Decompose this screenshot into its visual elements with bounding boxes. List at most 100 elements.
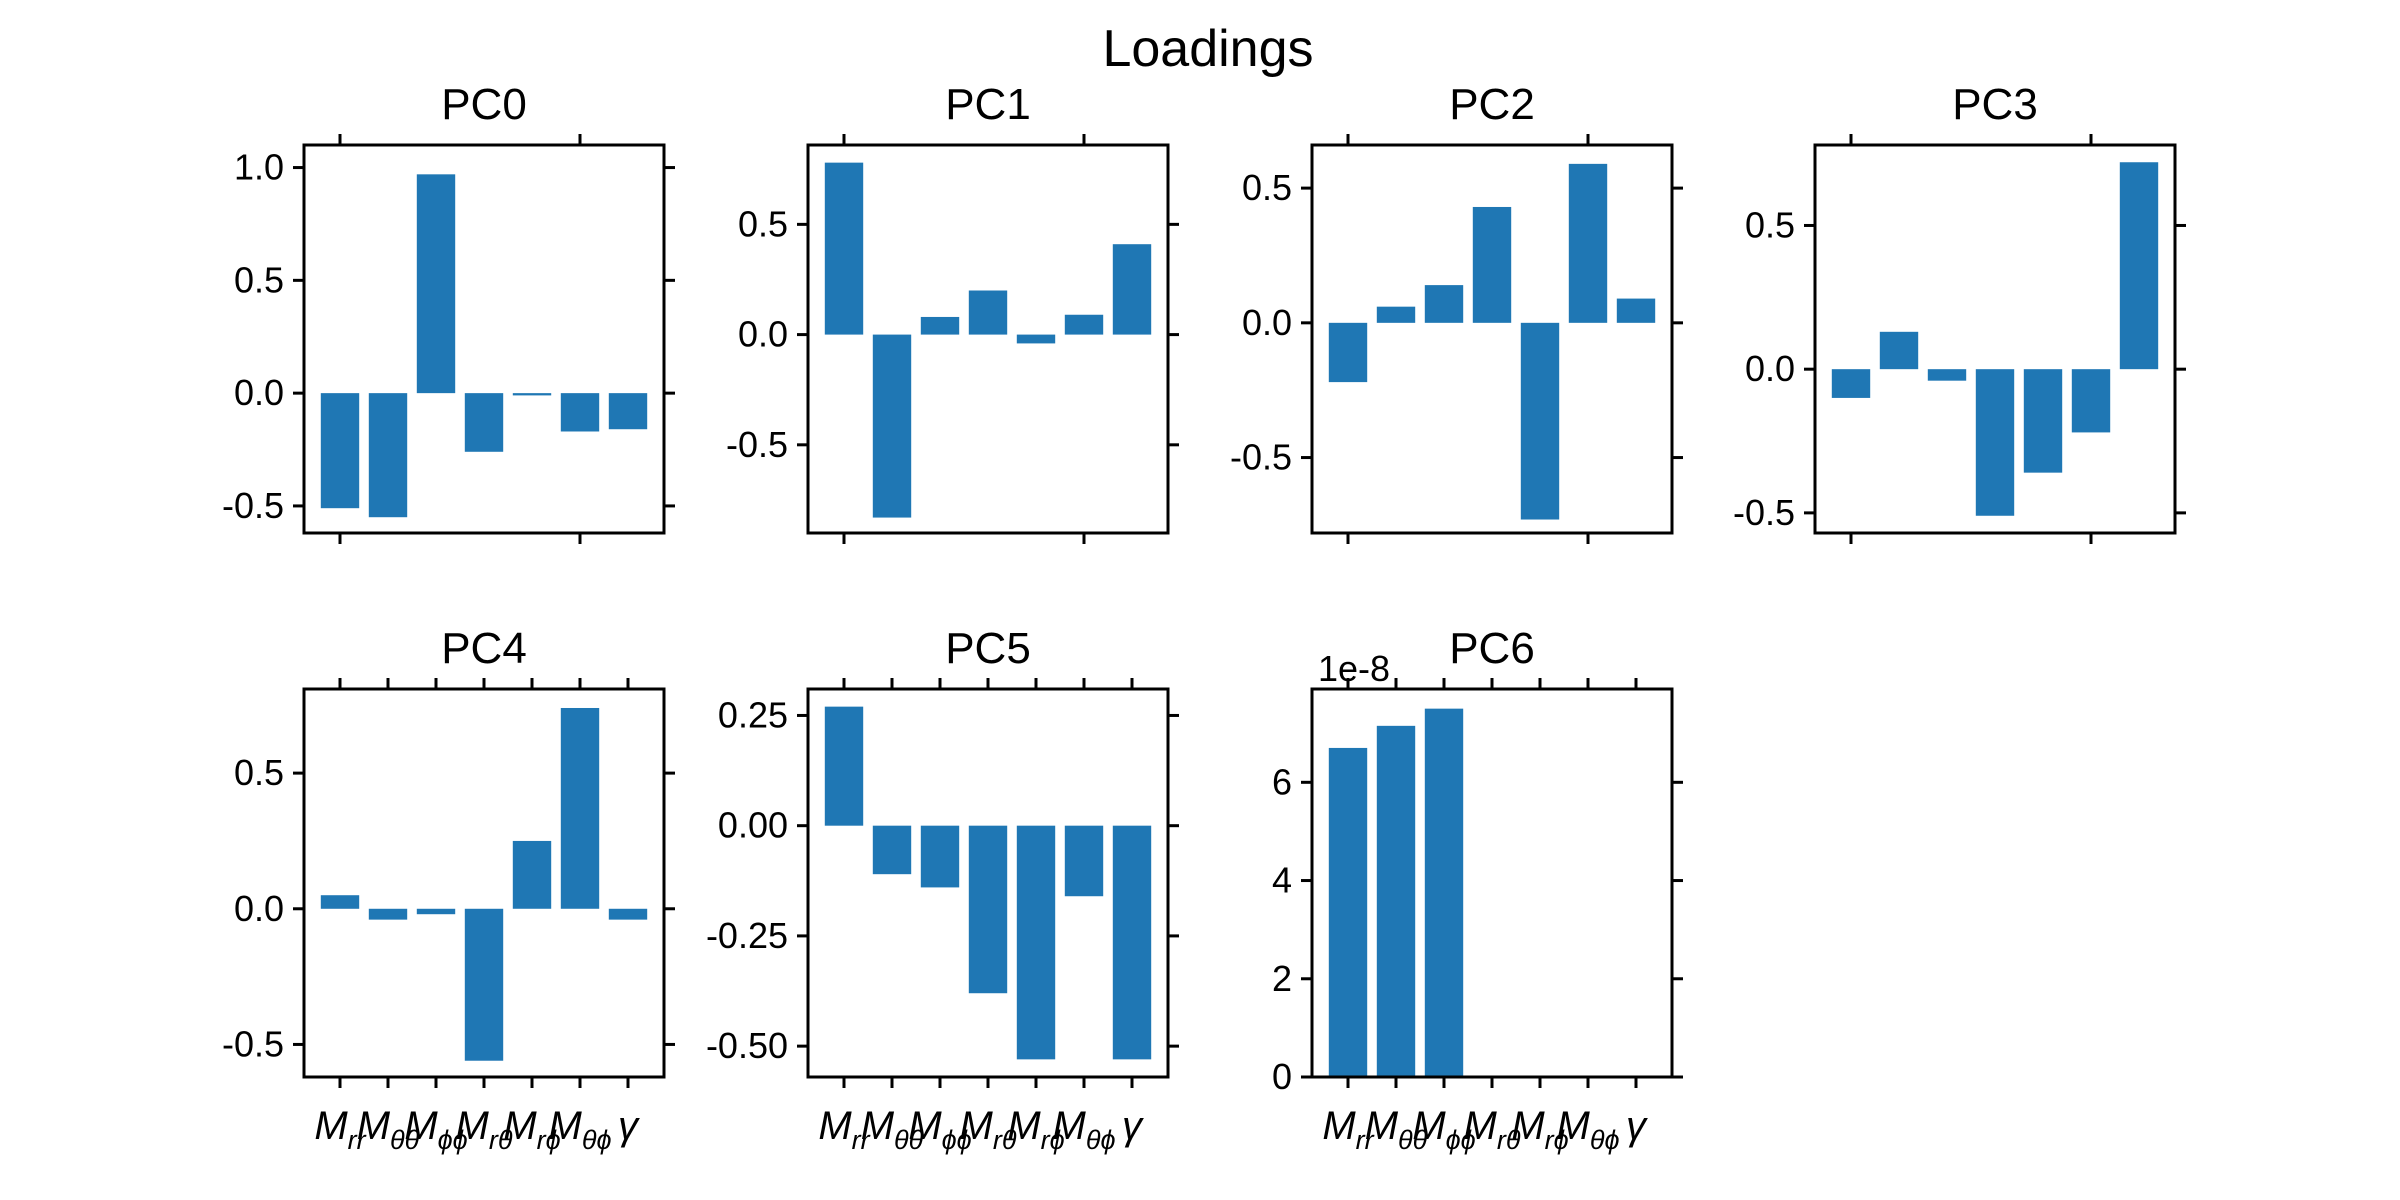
ytick-label: 6 [1272,761,1292,802]
bar-pc2-3 [1472,206,1512,323]
xtick-label: Mrθ [1464,1104,1521,1155]
bar-pc3-4 [2023,369,2063,473]
subplot-pc0: 1.0 0.5 0.0 -0.5 PC0 [222,80,675,544]
xtick-label: γ [1626,1104,1648,1148]
xtick-label: Mrϕ [1511,1104,1568,1155]
bar-pc4-6 [608,908,648,920]
subplot-title: PC3 [1952,80,2038,129]
bar-pc3-3 [1975,369,2015,516]
xtick-label: γ [1122,1104,1144,1148]
ytick-label: 0.25 [718,694,788,735]
subplot-title: PC1 [945,80,1031,129]
bar-pc1-1 [872,334,912,518]
xtick-label: Mθθ [1365,1104,1428,1155]
bar-pc4-3 [464,908,504,1061]
bar-pc6-1 [1376,725,1416,1077]
bar-pc2-1 [1376,306,1416,323]
bar-pc0-3 [464,393,504,452]
xtick-label: Mrϕ [503,1104,560,1155]
ytick-label: 0.00 [718,805,788,846]
ytick-label: 0.5 [1242,167,1292,208]
bar-pc0-4 [512,393,552,396]
bar-pc2-0 [1328,322,1368,383]
xtick-label: Mθθ [861,1104,924,1155]
bar-pc3-6 [2119,162,2159,370]
subplot-title: PC5 [945,624,1031,673]
xtick-label: γ [618,1104,640,1148]
bar-pc1-4 [1016,334,1056,344]
xtick-label: Mrϕ [1007,1104,1064,1155]
bar-pc4-2 [416,908,456,915]
ytick-label: -0.5 [726,424,788,465]
bar-pc0-2 [416,174,456,394]
ytick-label: 0.5 [234,752,284,793]
xtick-label: Mrθ [960,1104,1017,1155]
xtick-label: Mθϕ [549,1104,612,1155]
bar-pc2-2 [1424,285,1464,323]
ytick-label: -0.25 [706,915,788,956]
axes-frame [806,143,1170,535]
ytick-label: 0.5 [234,259,284,300]
bar-pc5-1 [872,825,912,875]
ytick-label: 0.0 [1745,348,1795,389]
subplot-title: PC6 [1449,624,1535,673]
bar-pc0-0 [320,393,360,509]
bar-pc0-5 [560,393,600,432]
xtick-label: Mrr [1322,1104,1374,1155]
subplot-grid: 1.0 0.5 0.0 -0.5 PC0 0.5 0.0 -0.5 PC1 0.5 0.0 -0.5 P… [222,80,2186,1155]
xtick-label: Mϕϕ [908,1104,971,1155]
bar-pc4-5 [560,707,600,909]
bar-pc5-4 [1016,825,1056,1060]
bar-pc5-2 [920,825,960,888]
xtick-label: Mθϕ [1053,1104,1116,1155]
subplot-pc1: 0.5 0.0 -0.5 PC1 [726,80,1179,544]
ytick-label: -0.50 [706,1025,788,1066]
ytick-label: 1.0 [234,147,284,188]
bar-pc6-2 [1424,708,1464,1077]
xtick-label: Mθϕ [1557,1104,1620,1155]
bar-pc4-4 [512,840,552,909]
xtick-label: Mrr [314,1104,366,1155]
bar-pc5-5 [1064,825,1104,897]
ytick-label: 0.0 [738,314,788,355]
bar-pc3-2 [1927,369,1967,381]
ytick-label: 0.0 [234,372,284,413]
ytick-label: -0.5 [222,485,284,526]
bar-pc1-0 [824,162,864,335]
figure-title: Loadings [1102,20,1313,78]
ytick-label: 0 [1272,1056,1292,1097]
subplot-title: PC2 [1449,80,1535,129]
bar-pc1-6 [1112,244,1152,335]
ytick-label: 0.0 [234,888,284,929]
bar-pc1-3 [968,290,1008,335]
subplot-title: PC4 [441,624,527,673]
axes-frame [1813,143,2177,535]
bar-pc5-3 [968,825,1008,994]
xtick-label: Mϕϕ [1412,1104,1475,1155]
bar-pc0-6 [608,393,648,430]
bar-pc3-0 [1831,369,1871,398]
axes-frame [1310,143,1674,535]
xtick-label: Mrr [818,1104,870,1155]
ytick-label: -0.5 [222,1023,284,1064]
bar-pc1-5 [1064,314,1104,335]
subplot-title: PC0 [441,80,527,129]
bar-pc5-6 [1112,825,1152,1060]
ytick-label: 2 [1272,958,1292,999]
bar-pc0-1 [368,393,408,518]
bar-pc4-0 [320,895,360,909]
subplot-pc3: 0.5 0.0 -0.5 PC3 [1733,80,2186,544]
bar-pc5-0 [824,706,864,826]
ytick-label: -0.5 [1230,437,1292,478]
bar-pc1-2 [920,316,960,335]
bar-pc2-5 [1568,163,1608,323]
ytick-label: 0.5 [1745,204,1795,245]
bar-pc2-6 [1616,298,1656,323]
xtick-label: Mθθ [357,1104,420,1155]
axes-frame [302,143,666,535]
bar-pc2-4 [1520,322,1560,520]
